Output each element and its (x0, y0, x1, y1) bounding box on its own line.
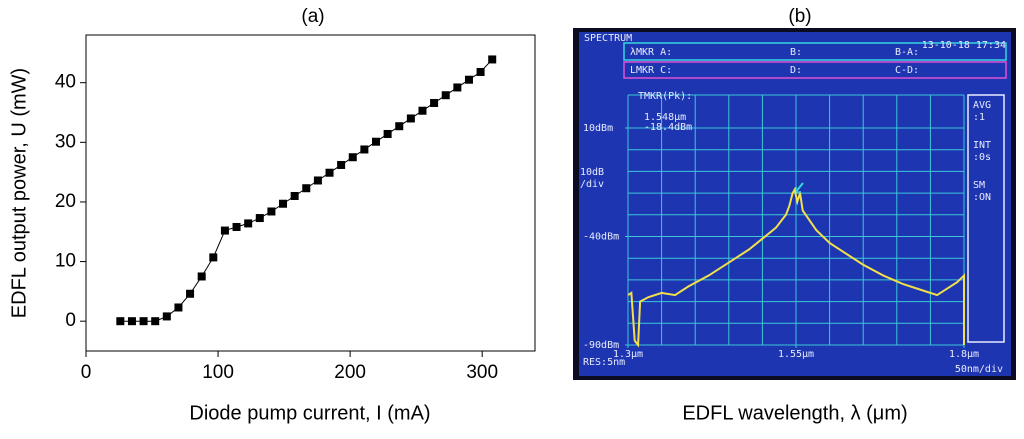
x-tick-label: 0 (81, 362, 92, 383)
scale-label: /div (580, 179, 604, 190)
y-tick-label: 0 (65, 310, 76, 331)
side-panel-text: INT (973, 140, 991, 151)
peak-marker-text: -18.4dBm (644, 122, 692, 133)
side-panel-box (967, 94, 1005, 343)
marker-box (623, 61, 1007, 79)
data-point (209, 253, 218, 262)
y-axis-label: EDFL output power, U (mW) (8, 68, 30, 318)
data-point (162, 312, 171, 321)
data-point (151, 317, 160, 326)
data-point (186, 289, 195, 298)
data-point (127, 317, 136, 326)
x-tick-label: 1.55μm (778, 349, 814, 360)
peak-marker-text: 1.548μm (644, 112, 686, 123)
y-tick-label: 10 (55, 251, 76, 272)
data-point (174, 303, 183, 312)
y-tick-label: -40dBm (583, 232, 619, 243)
data-point (395, 122, 404, 131)
y-tick-label: -90dBm (583, 340, 619, 351)
side-panel-text: :0s (973, 152, 991, 163)
y-tick-label: 10dBm (583, 123, 613, 134)
spectrum-trace (627, 186, 965, 348)
data-point (441, 91, 450, 100)
plot-frame (85, 34, 536, 352)
data-point (197, 272, 206, 281)
data-point (267, 207, 276, 216)
x-tick-label: 100 (202, 362, 234, 383)
x-tick-label: 1.8μm (949, 349, 979, 360)
marker-label: D: (790, 65, 802, 76)
marker-label: C-D: (895, 65, 919, 76)
x-tick-label: 1.3μm (613, 349, 643, 360)
marker-box (623, 42, 1007, 61)
data-point (244, 219, 253, 228)
data-point (453, 83, 462, 92)
data-point (139, 317, 148, 326)
side-panel-text: :1 (973, 112, 985, 123)
data-point (488, 55, 497, 64)
data-point (406, 114, 415, 123)
data-point (325, 168, 334, 177)
data-point (337, 160, 346, 169)
resolution: RES:5nm (583, 357, 625, 368)
x-tick-label: 300 (466, 362, 498, 383)
side-panel-text: AVG (973, 100, 991, 111)
data-point (290, 191, 299, 200)
data-point (302, 184, 311, 193)
marker-label: λMKR A: (630, 47, 672, 58)
y-tick-label: 30 (55, 131, 76, 152)
side-panel-text: SM (973, 180, 985, 191)
x-axis-label: Diode pump current, I (mA) (189, 402, 430, 424)
data-point (360, 145, 369, 154)
y-tick-label: 20 (55, 191, 76, 212)
data-point (383, 129, 392, 138)
chart-title: (b) (788, 6, 811, 27)
data-point (232, 222, 241, 231)
side-panel-text: :ON (973, 192, 991, 203)
marker-label: B-A: (895, 47, 919, 58)
data-point (372, 137, 381, 146)
data-point (255, 214, 264, 223)
x-tick-label: 200 (334, 362, 366, 383)
data-point (476, 67, 485, 76)
data-point (418, 106, 427, 115)
chart-title: (a) (301, 6, 324, 27)
y-tick-label: 40 (55, 72, 76, 93)
screen-header: SPECTRUM (584, 33, 632, 44)
analyzer-screen (579, 32, 1011, 376)
data-point (220, 226, 229, 235)
marker-label: LMKR C: (630, 65, 672, 76)
data-point (348, 153, 357, 162)
screen-datetime: 13-10-18 17:34 (922, 40, 1006, 51)
data-point (116, 317, 125, 326)
data-point (430, 98, 439, 107)
span-label: 50nm/div (955, 364, 1003, 375)
data-point (464, 75, 473, 84)
marker-label: B: (790, 47, 802, 58)
peak-marker-text: TMKR(Pk): (638, 91, 692, 102)
x-axis-label: EDFL wavelength, λ (μm) (682, 402, 907, 424)
data-point (313, 176, 322, 185)
scale-label: 10dB (580, 167, 604, 178)
data-point (279, 199, 288, 208)
